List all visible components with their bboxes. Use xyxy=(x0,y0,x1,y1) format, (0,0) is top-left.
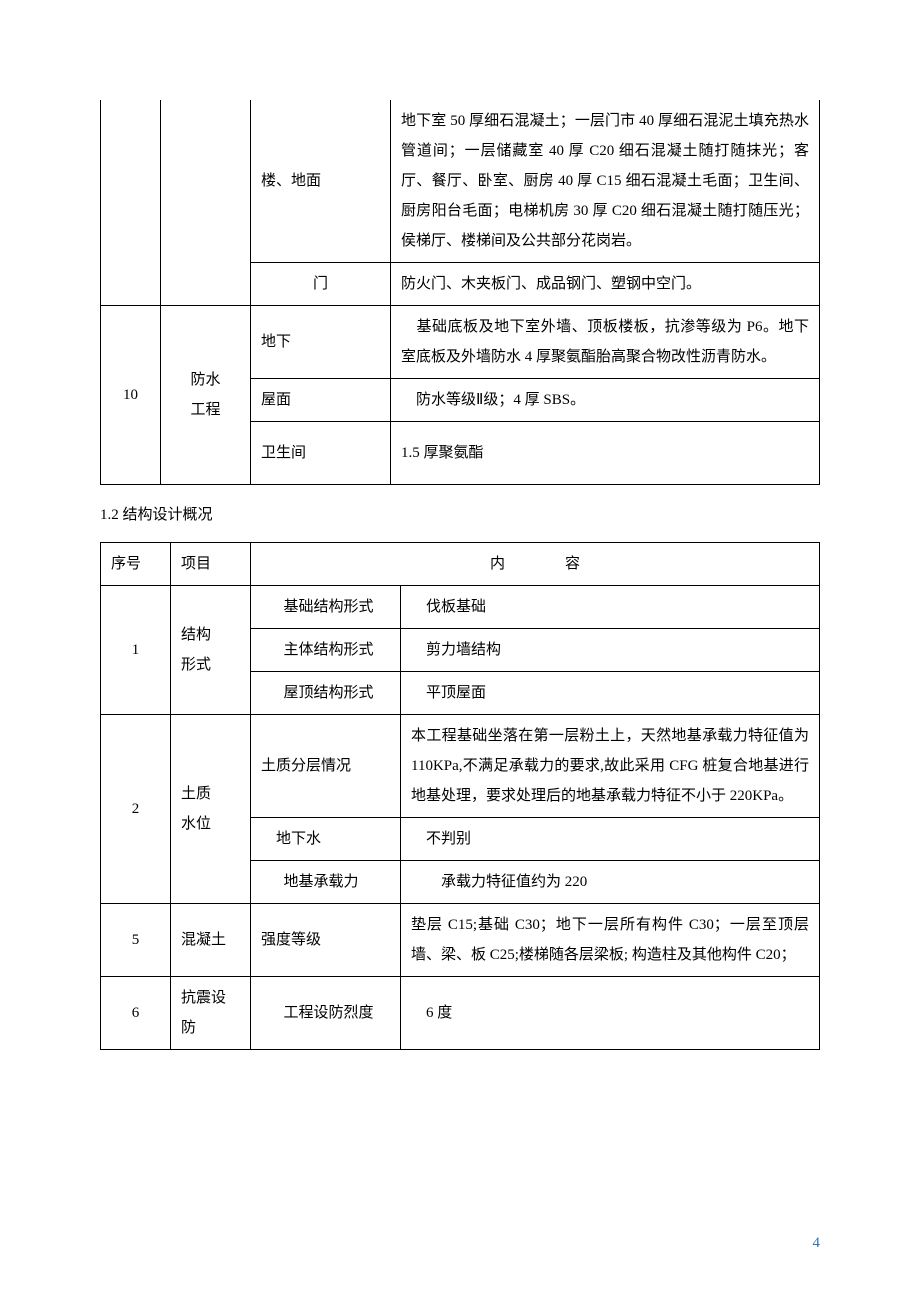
cell-cat: 结构 形式 xyxy=(171,586,251,715)
cell-desc: 本工程基础坐落在第一层粉土上，天然地基承载力特征值为 110KPa,不满足承载力… xyxy=(401,715,820,818)
cell-num: 10 xyxy=(101,306,161,485)
cell-desc: 防火门、木夹板门、成品钢门、塑钢中空门。 xyxy=(391,263,820,306)
cell-sub: 地下水 xyxy=(251,818,401,861)
document-page: 楼、地面 地下室 50 厚细石混凝土；一层门市 40 厚细石混泥土填充热水管道间… xyxy=(0,0,920,1110)
cell-num: 6 xyxy=(101,977,171,1050)
cell-num: 1 xyxy=(101,586,171,715)
cell-cat-line2: 形式 xyxy=(181,657,211,673)
cell-sub: 地下 xyxy=(251,306,391,379)
table-row: 序号 项目 内 容 xyxy=(101,543,820,586)
table-row: 2 土质 水位 土质分层情况 本工程基础坐落在第一层粉土上，天然地基承载力特征值… xyxy=(101,715,820,818)
header-item: 项目 xyxy=(171,543,251,586)
cell-sub: 楼、地面 xyxy=(251,100,391,263)
cell-cat-line2: 水位 xyxy=(181,816,211,832)
page-number: 4 xyxy=(813,1235,821,1252)
cell-sub: 屋面 xyxy=(251,379,391,422)
section-title: 1.2 结构设计概况 xyxy=(100,503,820,524)
cell-desc: 剪力墙结构 xyxy=(401,629,820,672)
cell-desc: 承载力特征值约为 220 xyxy=(401,861,820,904)
cell-desc: 1.5 厚聚氨酯 xyxy=(391,422,820,485)
cell-sub: 主体结构形式 xyxy=(251,629,401,672)
cell-desc: 不判别 xyxy=(401,818,820,861)
cell-sub: 地基承载力 xyxy=(251,861,401,904)
cell-sub: 基础结构形式 xyxy=(251,586,401,629)
cell-num: 2 xyxy=(101,715,171,904)
cell-cat: 混凝土 xyxy=(171,904,251,977)
table-construction: 楼、地面 地下室 50 厚细石混凝土；一层门市 40 厚细石混泥土填充热水管道间… xyxy=(100,100,820,485)
table-structure-design: 序号 项目 内 容 1 结构 形式 基础结构形式 伐板基础 主体结构形式 剪力墙… xyxy=(100,542,820,1050)
cell-sub: 土质分层情况 xyxy=(251,715,401,818)
cell-desc: 平顶屋面 xyxy=(401,672,820,715)
table-row: 1 结构 形式 基础结构形式 伐板基础 xyxy=(101,586,820,629)
table-row: 楼、地面 地下室 50 厚细石混凝土；一层门市 40 厚细石混泥土填充热水管道间… xyxy=(101,100,820,263)
cell-cat-line1: 土质 xyxy=(181,786,211,802)
table-row: 5 混凝土 强度等级 垫层 C15;基础 C30；地下一层所有构件 C30；一层… xyxy=(101,904,820,977)
table-row: 6 抗震设防 工程设防烈度 6 度 xyxy=(101,977,820,1050)
cell-cat: 抗震设防 xyxy=(171,977,251,1050)
cell-desc: 防水等级Ⅱ级；4 厚 SBS。 xyxy=(391,379,820,422)
cell-sub: 屋顶结构形式 xyxy=(251,672,401,715)
header-num: 序号 xyxy=(101,543,171,586)
header-content: 内 容 xyxy=(251,543,820,586)
cell-sub: 工程设防烈度 xyxy=(251,977,401,1050)
cell-cat: 防水 工程 xyxy=(161,306,251,485)
cell-desc: 伐板基础 xyxy=(401,586,820,629)
cell-desc: 垫层 C15;基础 C30；地下一层所有构件 C30；一层至顶层墙、梁、板 C2… xyxy=(401,904,820,977)
cell-sub: 强度等级 xyxy=(251,904,401,977)
cell-desc: 基础底板及地下室外墙、顶板楼板，抗渗等级为 P6。地下室底板及外墙防水 4 厚聚… xyxy=(391,306,820,379)
cell-cat-line1: 结构 xyxy=(181,627,211,643)
cell-sub: 卫生间 xyxy=(251,422,391,485)
cell-cat-line1: 防水 xyxy=(190,372,220,388)
cell-desc: 6 度 xyxy=(401,977,820,1050)
cell-cat-line2: 工程 xyxy=(190,402,220,418)
cell-sub: 门 xyxy=(251,263,391,306)
cell-desc: 地下室 50 厚细石混凝土；一层门市 40 厚细石混泥土填充热水管道间；一层储藏… xyxy=(391,100,820,263)
cell-num-blank xyxy=(101,100,161,306)
cell-cat: 土质 水位 xyxy=(171,715,251,904)
cell-cat-blank xyxy=(161,100,251,306)
cell-num: 5 xyxy=(101,904,171,977)
table-row: 10 防水 工程 地下 基础底板及地下室外墙、顶板楼板，抗渗等级为 P6。地下室… xyxy=(101,306,820,379)
